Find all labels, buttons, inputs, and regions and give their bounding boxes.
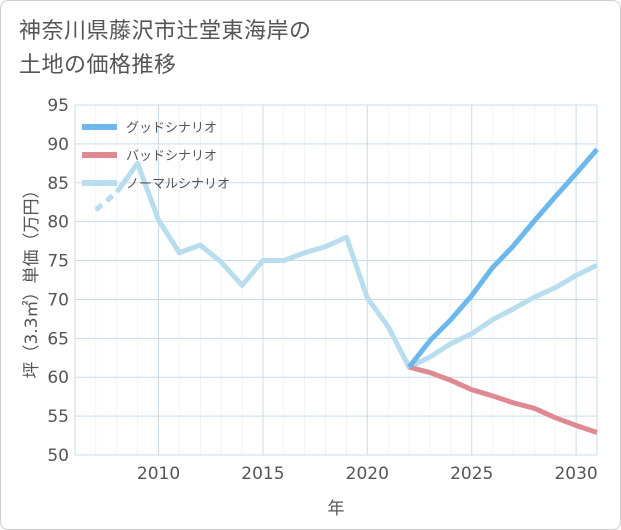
y-tick-label: 70 [47, 290, 69, 310]
chart-title-line-1: 神奈川県藤沢市辻堂東海岸の [19, 19, 312, 44]
series-line-bad [408, 364, 598, 435]
x-tick-label: 2025 [450, 464, 493, 484]
y-axis-label: 坪（3.3㎡）単価（万円） [22, 181, 42, 378]
chart-title: 神奈川県藤沢市辻堂東海岸の 土地の価格推移 [19, 15, 579, 83]
series-lines [94, 147, 599, 435]
grid-lines [74, 104, 598, 456]
y-tick-label: 90 [47, 135, 69, 155]
x-tick-label: 2010 [137, 464, 180, 484]
y-tick-label: 85 [47, 174, 69, 194]
y-tick-label: 80 [47, 213, 69, 233]
x-tick-label: 2030 [554, 464, 597, 484]
y-tick-label: 65 [47, 329, 69, 349]
chart-title-line-2: 土地の価格推移 [19, 53, 177, 78]
series-line-normal [114, 160, 599, 370]
y-tick-label: 50 [47, 446, 69, 466]
legend-label-good: グッドシナリオ [126, 121, 217, 136]
series-line-normal-dashed [94, 190, 119, 212]
legend-label-normal: ノーマルシナリオ [126, 177, 230, 192]
y-tick-label: 55 [47, 407, 69, 427]
x-tick-label: 2020 [346, 464, 389, 484]
x-axis-label: 年 [328, 499, 345, 519]
x-tick-label: 2015 [241, 464, 284, 484]
y-tick-label: 75 [47, 252, 69, 272]
axis-ticks: 50 55 60 65 70 75 80 85 90 95 2010 2015 2020 2025 2030 [47, 96, 597, 484]
series-line-good [407, 147, 599, 369]
y-tick-label: 60 [47, 368, 69, 388]
y-tick-label: 95 [47, 96, 69, 116]
legend-label-bad: バッドシナリオ [126, 149, 217, 164]
